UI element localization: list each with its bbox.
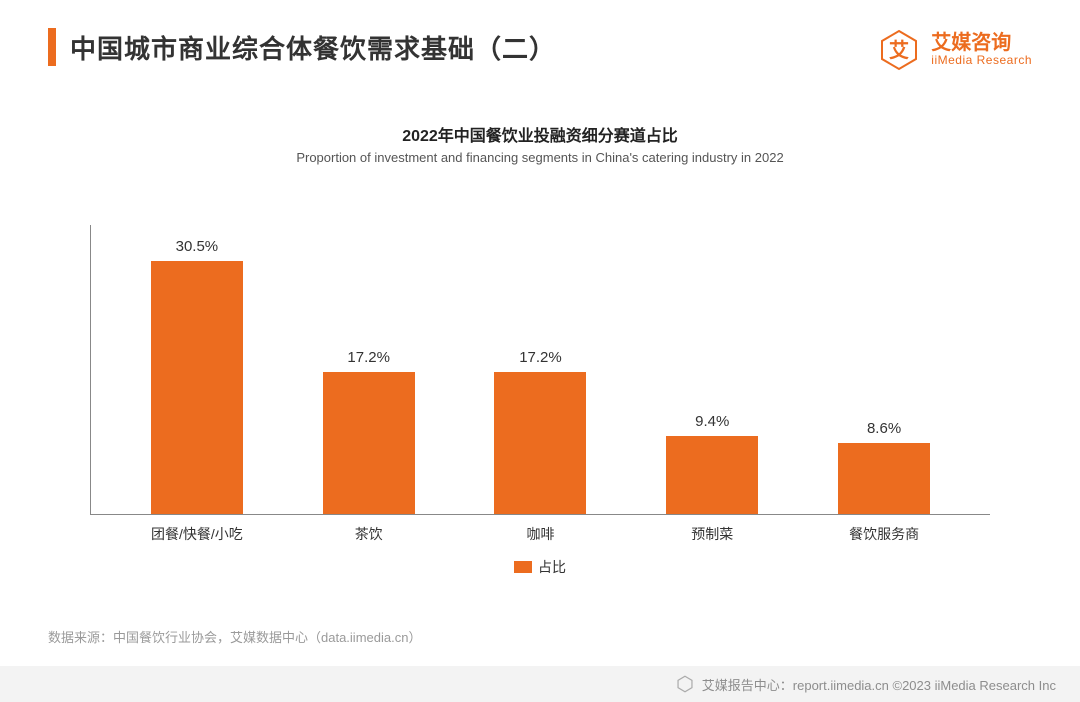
chart-area: 2022年中国餐饮业投融资细分赛道占比 Proportion of invest… [48,122,1032,577]
title-accent-bar [48,28,56,66]
footer: 艾媒报告中心：report.iimedia.cn ©2023 iiMedia R… [0,666,1080,702]
x-axis-label: 预制菜 [652,524,772,544]
chart-legend: 占比 [48,557,1032,577]
chart-title-cn: 2022年中国餐饮业投融资细分赛道占比 [48,122,1032,146]
bars-container: 30.5% 17.2% 17.2% 9.4% 8.6% [91,225,990,514]
bar-column: 9.4% [652,413,772,514]
title-wrap: 中国城市商业综合体餐饮需求基础（二） [48,28,556,66]
x-axis-labels: 团餐/快餐/小吃 茶饮 咖啡 预制菜 餐饮服务商 [91,514,990,544]
logo-name-en: iiMedia Research [931,54,1032,67]
slide-container: 中国城市商业综合体餐饮需求基础（二） 艾 艾媒咨询 iiMedia Resear… [0,0,1080,702]
footer-logo-icon [676,675,694,693]
bar-column: 30.5% [137,238,257,514]
data-source: 数据来源：中国餐饮行业协会，艾媒数据中心（data.iimedia.cn） [48,627,421,646]
legend-swatch [514,561,532,573]
bar-column: 17.2% [309,349,429,515]
legend-label: 占比 [538,557,566,577]
bar-column: 17.2% [480,349,600,515]
x-axis-label: 咖啡 [480,524,600,544]
header: 中国城市商业综合体餐饮需求基础（二） 艾 艾媒咨询 iiMedia Resear… [48,28,1032,72]
bar-chart-plot: 30.5%17.2%17.2%9.4%8.6% 团餐/快餐/小吃茶饮咖啡预制菜餐… [90,225,990,515]
bar-value-label: 30.5% [176,238,219,255]
bar-value-label: 9.4% [695,413,729,430]
bar [151,261,243,514]
x-axis-label: 茶饮 [309,524,429,544]
chart-title-en: Proportion of investment and financing s… [48,150,1032,165]
bar [666,436,758,514]
bar-column: 8.6% [824,420,944,514]
page-title: 中国城市商业综合体餐饮需求基础（二） [70,29,556,66]
logo-mark-icon: 艾 [877,28,921,72]
footer-text: 艾媒报告中心：report.iimedia.cn ©2023 iiMedia R… [702,675,1056,694]
logo-text: 艾媒咨询 iiMedia Research [931,32,1032,67]
svg-text:艾: 艾 [889,39,909,62]
x-axis-label: 餐饮服务商 [824,524,944,544]
bar [323,372,415,515]
bar [838,443,930,514]
bar-value-label: 8.6% [867,420,901,437]
bar [494,372,586,515]
x-axis-label: 团餐/快餐/小吃 [137,524,257,544]
brand-logo: 艾 艾媒咨询 iiMedia Research [877,28,1032,72]
logo-name-cn: 艾媒咨询 [931,32,1032,54]
bar-value-label: 17.2% [519,349,562,366]
bar-value-label: 17.2% [347,349,390,366]
